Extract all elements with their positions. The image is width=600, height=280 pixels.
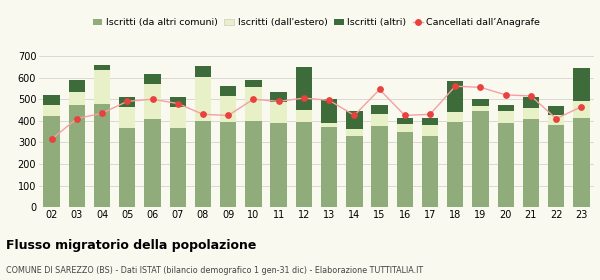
Bar <box>220 86 236 96</box>
Bar <box>397 124 413 132</box>
Bar <box>371 105 388 114</box>
Bar <box>472 111 488 207</box>
Bar <box>371 114 388 126</box>
Bar <box>523 108 539 119</box>
Bar <box>573 101 590 118</box>
Bar <box>271 102 287 123</box>
Bar <box>346 129 362 136</box>
Point <box>501 93 511 97</box>
Bar <box>195 121 211 207</box>
Bar <box>145 74 161 84</box>
Bar <box>68 80 85 92</box>
Bar <box>422 125 438 136</box>
Bar <box>321 127 337 207</box>
Bar <box>43 116 60 207</box>
Bar <box>145 84 161 119</box>
Bar <box>195 76 211 121</box>
Bar <box>397 132 413 207</box>
Point <box>476 85 485 90</box>
Bar <box>145 119 161 207</box>
Legend: Iscritti (da altri comuni), Iscritti (dall'estero), Iscritti (altri), Cancellati: Iscritti (da altri comuni), Iscritti (da… <box>93 18 540 27</box>
Bar <box>94 70 110 104</box>
Bar <box>170 97 186 107</box>
Bar <box>447 112 463 122</box>
Point <box>72 116 82 121</box>
Bar <box>523 119 539 207</box>
Point <box>97 111 107 115</box>
Bar <box>195 66 211 76</box>
Bar <box>170 107 186 128</box>
Point <box>122 99 132 104</box>
Text: COMUNE DI SAREZZO (BS) - Dati ISTAT (bilancio demografico 1 gen-31 dic) - Elabor: COMUNE DI SAREZZO (BS) - Dati ISTAT (bil… <box>6 266 423 275</box>
Bar <box>245 87 262 121</box>
Bar <box>119 107 136 128</box>
Bar <box>170 128 186 207</box>
Bar <box>271 92 287 102</box>
Bar <box>94 65 110 70</box>
Point <box>248 97 258 101</box>
Point <box>223 113 233 118</box>
Bar <box>296 67 312 110</box>
Bar <box>119 128 136 207</box>
Point <box>350 113 359 118</box>
Text: Flusso migratorio della popolazione: Flusso migratorio della popolazione <box>6 239 256 252</box>
Bar <box>523 97 539 108</box>
Point <box>47 137 56 141</box>
Bar <box>321 123 337 127</box>
Bar <box>94 104 110 207</box>
Point <box>551 116 561 121</box>
Bar <box>346 111 362 129</box>
Bar <box>43 95 60 105</box>
Bar <box>497 123 514 207</box>
Point <box>148 97 157 101</box>
Bar <box>472 106 488 111</box>
Point <box>577 104 586 109</box>
Bar <box>497 105 514 111</box>
Bar <box>447 81 463 112</box>
Bar <box>573 118 590 207</box>
Point <box>526 94 536 98</box>
Bar <box>245 80 262 87</box>
Bar <box>397 118 413 124</box>
Bar <box>422 118 438 125</box>
Bar <box>346 136 362 207</box>
Point <box>325 98 334 102</box>
Point <box>451 84 460 88</box>
Bar <box>220 122 236 207</box>
Bar <box>271 123 287 207</box>
Point <box>198 112 208 116</box>
Point <box>400 113 410 118</box>
Bar <box>68 92 85 105</box>
Point <box>274 99 283 104</box>
Point <box>173 101 182 106</box>
Bar <box>245 121 262 207</box>
Bar <box>43 105 60 116</box>
Bar <box>68 105 85 207</box>
Point <box>299 96 308 100</box>
Bar <box>472 99 488 106</box>
Bar <box>296 110 312 122</box>
Bar <box>548 106 565 115</box>
Bar <box>548 125 565 207</box>
Bar <box>447 122 463 207</box>
Bar <box>371 126 388 207</box>
Bar <box>422 136 438 207</box>
Bar <box>296 122 312 207</box>
Bar <box>573 68 590 101</box>
Bar <box>497 111 514 123</box>
Bar <box>548 115 565 125</box>
Bar <box>220 96 236 122</box>
Bar <box>321 99 337 123</box>
Bar <box>119 97 136 107</box>
Point <box>425 112 435 116</box>
Point <box>375 87 385 92</box>
